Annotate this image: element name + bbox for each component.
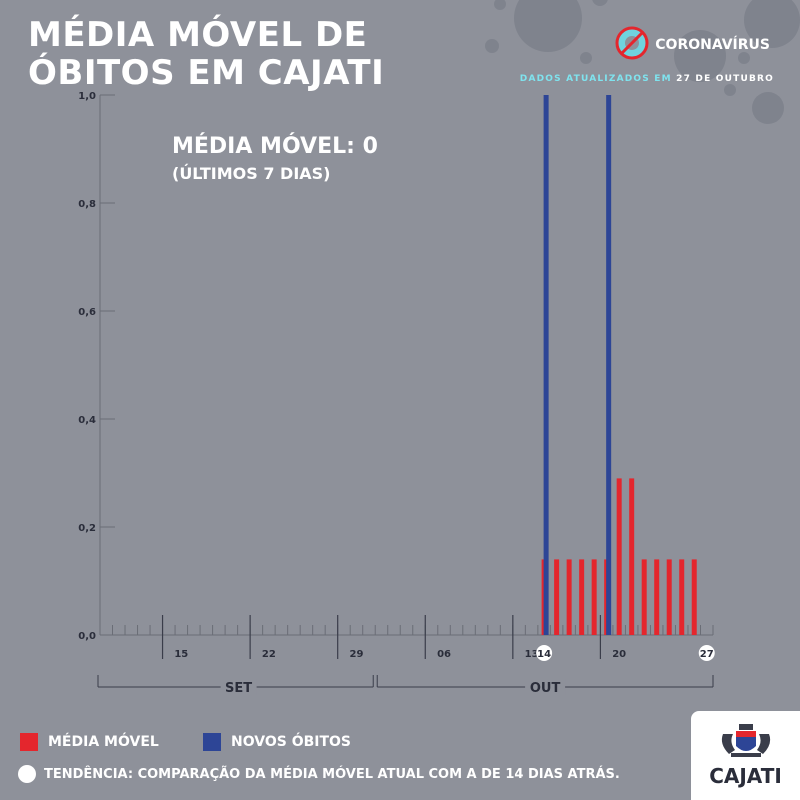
x-tick-label: 13 <box>525 649 539 660</box>
x-tick-label: 14 <box>537 649 551 660</box>
y-tick-label: 0,0 <box>78 631 96 642</box>
moving-average-bar <box>641 559 647 635</box>
trend-label: TENDÊNCIA: COMPARAÇÃO DA MÉDIA MÓVEL ATU… <box>44 766 620 782</box>
moving-average-value: MÉDIA MÓVEL: 0 <box>172 134 378 159</box>
updated-label: DADOS ATUALIZADOS EM <box>519 74 672 84</box>
moving-average-bar <box>629 478 635 635</box>
updated-date: 27 DE OUTUBRO <box>676 74 774 84</box>
brand: CORONAVÍRUS <box>615 26 770 64</box>
title-line-2: ÓBITOS EM CAJATI <box>28 53 385 93</box>
month-label: OUT <box>530 681 561 696</box>
legend-new-deaths: NOVOS ÓBITOS <box>203 733 351 751</box>
legend-moving-average-label: MÉDIA MÓVEL <box>48 734 159 750</box>
trend-note: TENDÊNCIA: COMPARAÇÃO DA MÉDIA MÓVEL ATU… <box>18 765 620 783</box>
page-title: MÉDIA MÓVEL DE ÓBITOS EM CAJATI <box>28 16 384 92</box>
title-line-1: MÉDIA MÓVEL DE <box>28 15 368 55</box>
x-tick-label: 29 <box>349 649 363 660</box>
moving-average-bar <box>579 559 585 635</box>
moving-average-bar <box>554 559 560 635</box>
moving-average-bar <box>679 559 685 635</box>
moving-average-swatch <box>20 733 38 751</box>
city-logo: CAJATI <box>691 711 800 800</box>
date-highlight-dot <box>536 645 553 661</box>
new-deaths-bar <box>606 95 612 635</box>
x-tick-label: 15 <box>174 649 188 660</box>
y-tick-label: 0,4 <box>78 415 96 426</box>
moving-average-bar <box>691 559 697 635</box>
x-tick-label: 27 <box>700 649 714 660</box>
x-tick-label: 20 <box>612 649 626 660</box>
y-tick-label: 0,8 <box>78 199 96 210</box>
new-deaths-swatch <box>203 733 221 751</box>
y-tick-label: 0,2 <box>78 523 96 534</box>
date-highlight-dot <box>698 645 715 661</box>
y-tick-label: 0,6 <box>78 307 96 318</box>
coat-of-arms-icon <box>719 723 773 762</box>
legend-moving-average: MÉDIA MÓVEL <box>20 733 159 751</box>
new-deaths-bar <box>543 95 549 635</box>
moving-average-bar <box>566 559 572 635</box>
no-virus-icon <box>615 26 649 64</box>
moving-average-bar <box>654 559 660 635</box>
logo-text: CAJATI <box>709 763 782 788</box>
moving-average-bar <box>666 559 672 635</box>
y-tick-label: 1,0 <box>78 91 96 102</box>
white-dot-icon <box>18 765 36 783</box>
moving-average-bar <box>616 478 622 635</box>
x-tick-label: 22 <box>262 649 276 660</box>
period-label: (ÚLTIMOS 7 DIAS) <box>172 164 331 183</box>
legend-new-deaths-label: NOVOS ÓBITOS <box>231 734 352 750</box>
x-tick-label: 06 <box>437 649 451 660</box>
moving-average-bar <box>591 559 597 635</box>
updated-note: DADOS ATUALIZADOS EM 27 DE OUTUBRO <box>520 74 774 84</box>
month-label: SET <box>225 681 252 696</box>
virus-decoration-icon <box>485 0 800 124</box>
brand-label: CORONAVÍRUS <box>655 37 770 53</box>
